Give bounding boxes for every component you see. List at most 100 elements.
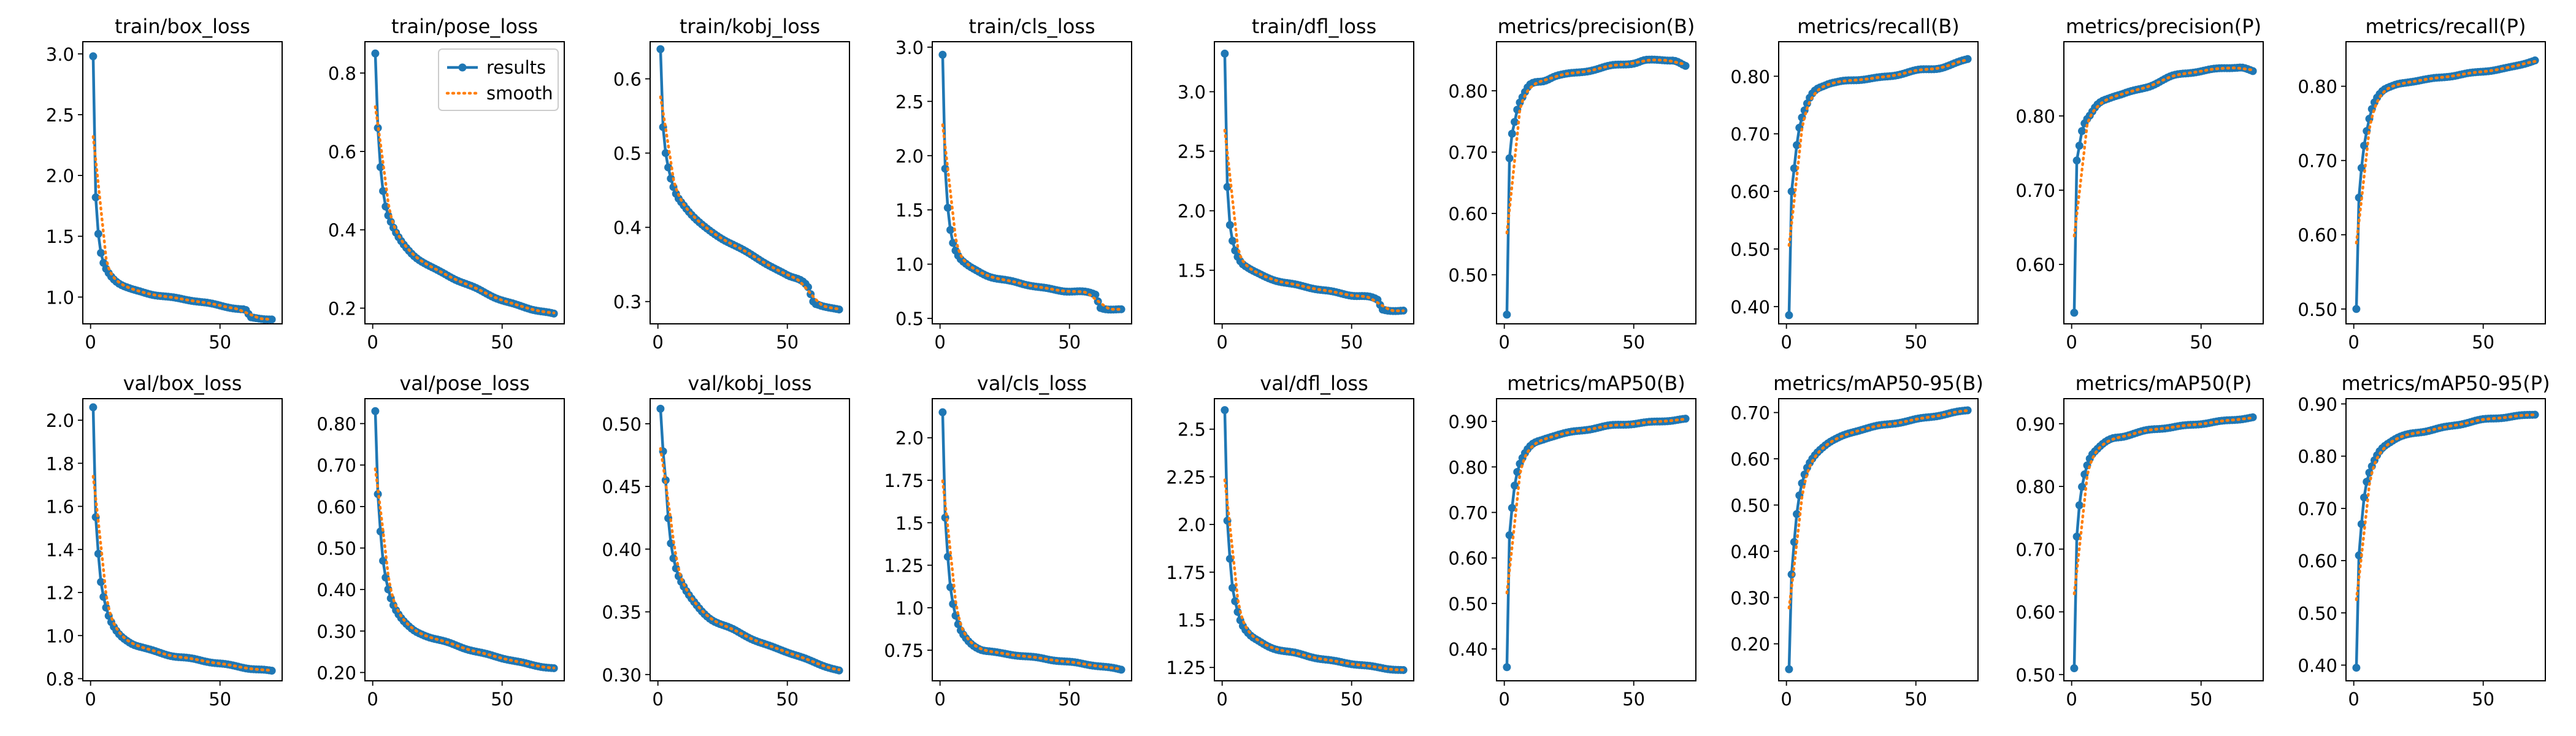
results-point bbox=[99, 259, 108, 267]
y-tick-label: 2.0 bbox=[1178, 515, 1206, 535]
subplot-title: val/dfl_loss bbox=[1260, 372, 1368, 395]
x-tick-label: 0 bbox=[367, 689, 378, 710]
y-tick-label: 1.0 bbox=[46, 626, 74, 646]
subplot-title: val/box_loss bbox=[123, 372, 242, 395]
x-tick-label: 0 bbox=[652, 332, 663, 353]
results-point bbox=[1231, 597, 1240, 605]
results-point bbox=[1221, 49, 1229, 58]
axes-frame bbox=[1496, 41, 1696, 324]
y-tick-label: 0.50 bbox=[2015, 665, 2055, 686]
results-point bbox=[2360, 493, 2369, 502]
results-point bbox=[946, 226, 955, 234]
axes-frame bbox=[2345, 398, 2546, 681]
smooth-line bbox=[1787, 409, 1969, 610]
y-tick-label: 0.6 bbox=[328, 142, 356, 163]
y-tick-label: 0.8 bbox=[46, 669, 74, 689]
results-point bbox=[267, 315, 276, 324]
subplot: val/box_loss 0.8 1.0 1.2 1.4 1.6 1.8 2.0 0 50 bbox=[46, 372, 283, 710]
results-line bbox=[1505, 417, 1686, 667]
results-point bbox=[1223, 183, 1232, 191]
smooth-line bbox=[2355, 59, 2537, 245]
y-tick-label: 0.40 bbox=[1448, 639, 1488, 660]
y-tick-label: 1.2 bbox=[46, 583, 74, 604]
results-point bbox=[669, 554, 678, 562]
y-tick-label: 1.0 bbox=[46, 287, 74, 308]
x-tick-label: 50 bbox=[2472, 332, 2494, 353]
results-line bbox=[659, 49, 840, 311]
results-point bbox=[946, 583, 955, 591]
smooth-line bbox=[91, 135, 274, 321]
y-tick-label: 1.5 bbox=[1178, 261, 1206, 282]
results-markers bbox=[1221, 406, 1408, 674]
results-point bbox=[2360, 141, 2369, 150]
axes-frame bbox=[2345, 41, 2546, 324]
results-markers bbox=[656, 45, 843, 314]
smooth-line bbox=[1787, 58, 1969, 247]
results-line bbox=[659, 408, 840, 672]
y-tick-label: 0.70 bbox=[1448, 502, 1488, 523]
subplot: val/cls_loss 0.75 1.0 1.25 1.5 1.75 2.0 0 50 bbox=[884, 372, 1132, 710]
y-tick-label: 0.90 bbox=[1448, 412, 1488, 432]
results-point bbox=[938, 50, 947, 59]
results-point bbox=[267, 667, 276, 675]
y-tick-label: 0.80 bbox=[1448, 81, 1488, 102]
y-tick-label: 1.5 bbox=[46, 226, 74, 247]
results-markers bbox=[1221, 49, 1408, 315]
y-tick-label: 2.0 bbox=[46, 410, 74, 431]
y-tick-label: 0.80 bbox=[2015, 106, 2055, 127]
subplot: train/dfl_loss 1.5 2.0 2.5 3.0 0 50 bbox=[1178, 15, 1414, 353]
results-point bbox=[943, 204, 952, 212]
axes-frame bbox=[1778, 41, 1979, 324]
axes-frame bbox=[932, 41, 1132, 324]
legend-results-marker bbox=[458, 63, 467, 72]
y-tick-label: 1.5 bbox=[895, 513, 924, 534]
results-point bbox=[1681, 61, 1690, 70]
y-tick-label: 0.2 bbox=[328, 298, 356, 319]
results-markers bbox=[1503, 415, 1690, 672]
y-tick-label: 0.50 bbox=[2298, 299, 2337, 320]
y-tick-label: 0.50 bbox=[316, 539, 356, 559]
subplot-title: metrics/recall(P) bbox=[2366, 15, 2526, 38]
results-point bbox=[2075, 501, 2083, 510]
results-point bbox=[97, 578, 105, 586]
smooth-line bbox=[2072, 66, 2255, 238]
x-tick-label: 0 bbox=[1498, 689, 1509, 710]
legend: results smooth bbox=[438, 48, 559, 111]
results-line bbox=[941, 412, 1122, 672]
results-markers bbox=[2070, 413, 2257, 673]
results-point bbox=[2248, 413, 2257, 421]
results-point bbox=[1785, 311, 1793, 320]
x-tick-label: 50 bbox=[2190, 332, 2212, 353]
y-tick-label: 0.80 bbox=[1730, 66, 1770, 87]
subplot: metrics/precision(B) 0.50 0.60 0.70 0.80 0 50 bbox=[1448, 15, 1696, 353]
y-tick-label: 1.5 bbox=[1178, 610, 1206, 631]
results-point bbox=[1513, 467, 1522, 476]
y-tick-label: 0.70 bbox=[2015, 539, 2055, 560]
results-point bbox=[2352, 664, 2361, 672]
y-tick-label: 0.60 bbox=[2298, 551, 2337, 572]
subplot: val/pose_loss 0.20 0.30 0.40 0.50 0.60 0.70 0.8… bbox=[316, 372, 565, 710]
y-tick-label: 0.40 bbox=[1730, 542, 1770, 562]
results-point bbox=[1505, 154, 1514, 163]
results-point bbox=[1117, 665, 1125, 674]
y-tick-label: 1.75 bbox=[884, 470, 924, 491]
results-point bbox=[1793, 510, 1801, 518]
x-tick-label: 0 bbox=[2066, 689, 2077, 710]
results-point bbox=[2070, 309, 2079, 317]
y-tick-label: 0.70 bbox=[1730, 124, 1770, 145]
y-tick-label: 1.4 bbox=[46, 540, 74, 561]
x-tick-label: 50 bbox=[776, 332, 799, 353]
subplot: metrics/mAP50-95(B) 0.20 0.30 0.40 0.50 0.60 0… bbox=[1730, 372, 1983, 710]
results-markers bbox=[2070, 63, 2257, 317]
results-point bbox=[1225, 221, 1234, 229]
y-tick-label: 0.90 bbox=[2015, 414, 2055, 435]
results-point bbox=[371, 407, 380, 415]
y-tick-label: 1.25 bbox=[1166, 657, 1206, 678]
y-tick-label: 0.8 bbox=[328, 63, 356, 84]
smooth-line bbox=[1223, 128, 1405, 312]
subplot: val/kobj_loss 0.30 0.35 0.40 0.45 0.50 0 50 bbox=[602, 372, 850, 710]
axes-frame bbox=[650, 41, 850, 324]
y-tick-label: 2.0 bbox=[46, 166, 74, 186]
